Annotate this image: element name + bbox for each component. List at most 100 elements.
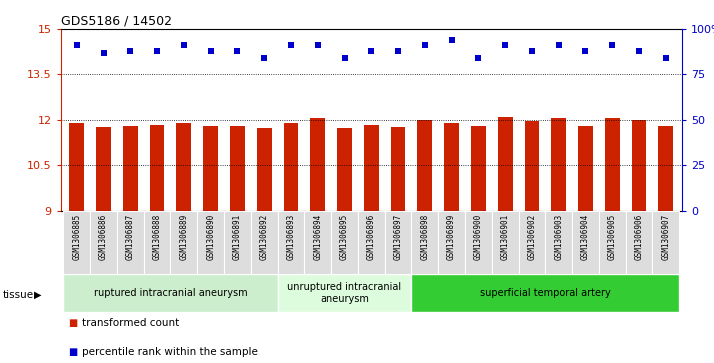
- Bar: [197, 211, 224, 274]
- Bar: [498, 117, 513, 211]
- Bar: [64, 274, 278, 312]
- Text: GSM1306885: GSM1306885: [72, 214, 81, 260]
- Text: GSM1306895: GSM1306895: [340, 214, 349, 260]
- Bar: [283, 123, 298, 211]
- Text: GSM1306896: GSM1306896: [367, 214, 376, 260]
- Bar: [385, 211, 411, 274]
- Bar: [96, 127, 111, 211]
- Text: GSM1306889: GSM1306889: [179, 214, 188, 260]
- Bar: [653, 211, 679, 274]
- Bar: [658, 126, 673, 211]
- Bar: [251, 211, 278, 274]
- Bar: [572, 211, 599, 274]
- Text: GSM1306906: GSM1306906: [635, 214, 643, 260]
- Point: [312, 42, 323, 48]
- Text: GSM1306901: GSM1306901: [501, 214, 510, 260]
- Text: GSM1306886: GSM1306886: [99, 214, 108, 260]
- Point: [151, 48, 163, 54]
- Text: GSM1306890: GSM1306890: [206, 214, 215, 260]
- Text: GSM1306904: GSM1306904: [581, 214, 590, 260]
- Bar: [150, 125, 164, 211]
- Bar: [444, 123, 459, 211]
- Bar: [525, 121, 539, 211]
- Point: [285, 42, 296, 48]
- Bar: [391, 127, 406, 211]
- Bar: [578, 126, 593, 211]
- Bar: [176, 123, 191, 211]
- Bar: [203, 126, 218, 211]
- Bar: [418, 120, 432, 211]
- Text: ■: ■: [68, 318, 77, 328]
- Point: [338, 55, 350, 61]
- Point: [499, 42, 511, 48]
- Bar: [257, 128, 271, 211]
- Bar: [64, 211, 90, 274]
- Point: [98, 50, 109, 56]
- Bar: [311, 118, 325, 211]
- Point: [366, 48, 377, 54]
- Bar: [411, 274, 679, 312]
- Point: [606, 42, 618, 48]
- Text: unruptured intracranial
aneurysm: unruptured intracranial aneurysm: [288, 282, 401, 304]
- Bar: [545, 211, 572, 274]
- Text: GSM1306897: GSM1306897: [393, 214, 403, 260]
- Bar: [117, 211, 144, 274]
- Text: transformed count: transformed count: [82, 318, 179, 328]
- Bar: [337, 128, 352, 211]
- Bar: [230, 126, 245, 211]
- Point: [526, 48, 538, 54]
- Bar: [438, 211, 465, 274]
- Text: GSM1306899: GSM1306899: [447, 214, 456, 260]
- Text: GSM1306887: GSM1306887: [126, 214, 135, 260]
- Text: GSM1306894: GSM1306894: [313, 214, 322, 260]
- Bar: [364, 125, 378, 211]
- Point: [231, 48, 243, 54]
- Text: GSM1306902: GSM1306902: [528, 214, 536, 260]
- Bar: [278, 211, 304, 274]
- Bar: [605, 118, 620, 211]
- Bar: [492, 211, 518, 274]
- Point: [205, 48, 216, 54]
- Point: [392, 48, 403, 54]
- Text: superficial temporal artery: superficial temporal artery: [480, 288, 610, 298]
- Text: GSM1306891: GSM1306891: [233, 214, 242, 260]
- Bar: [304, 211, 331, 274]
- Bar: [551, 118, 566, 211]
- Text: GSM1306903: GSM1306903: [554, 214, 563, 260]
- Text: GSM1306900: GSM1306900: [474, 214, 483, 260]
- Point: [71, 42, 82, 48]
- Text: GSM1306888: GSM1306888: [153, 214, 161, 260]
- Point: [446, 37, 457, 43]
- Text: GSM1306905: GSM1306905: [608, 214, 617, 260]
- Bar: [358, 211, 385, 274]
- Bar: [171, 211, 197, 274]
- Text: GSM1306893: GSM1306893: [286, 214, 296, 260]
- Bar: [123, 126, 138, 211]
- Text: ■: ■: [68, 347, 77, 357]
- Point: [660, 55, 671, 61]
- Bar: [144, 211, 171, 274]
- Point: [178, 42, 189, 48]
- Text: tissue: tissue: [3, 290, 34, 300]
- Text: GSM1306907: GSM1306907: [661, 214, 670, 260]
- Text: ruptured intracranial aneurysm: ruptured intracranial aneurysm: [94, 288, 247, 298]
- Bar: [278, 274, 411, 312]
- Bar: [69, 123, 84, 211]
- Text: percentile rank within the sample: percentile rank within the sample: [82, 347, 258, 357]
- Point: [258, 55, 270, 61]
- Bar: [625, 211, 653, 274]
- Point: [553, 42, 564, 48]
- Point: [124, 48, 136, 54]
- Bar: [331, 211, 358, 274]
- Bar: [90, 211, 117, 274]
- Bar: [411, 211, 438, 274]
- Point: [419, 42, 431, 48]
- Point: [633, 48, 645, 54]
- Text: GDS5186 / 14502: GDS5186 / 14502: [61, 15, 171, 28]
- Text: GSM1306898: GSM1306898: [421, 214, 429, 260]
- Point: [580, 48, 591, 54]
- Bar: [518, 211, 545, 274]
- Bar: [224, 211, 251, 274]
- Point: [473, 55, 484, 61]
- Bar: [599, 211, 625, 274]
